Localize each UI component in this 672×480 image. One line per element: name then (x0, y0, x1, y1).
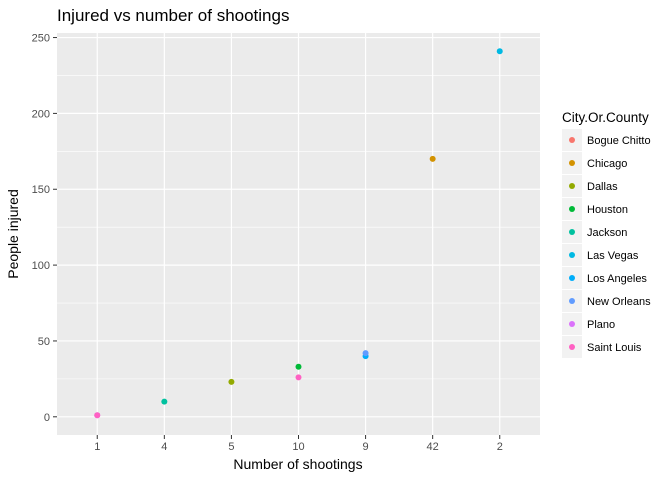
legend-marker (569, 160, 575, 166)
x-tick-label: 9 (363, 441, 369, 453)
legend-item: New Orleans (562, 290, 651, 312)
data-points (94, 48, 503, 419)
legend-item: Chicago (562, 152, 627, 174)
data-point (496, 48, 503, 55)
legend-marker (569, 206, 575, 212)
legend-item: Dallas (562, 175, 618, 197)
data-point (161, 398, 168, 405)
legend-item: Saint Louis (562, 336, 642, 358)
legend-label: Los Angeles (587, 273, 647, 285)
legend-label: Chicago (587, 158, 627, 170)
x-axis-title: Number of shootings (233, 456, 362, 472)
legend-marker (569, 275, 575, 281)
x-tick-label: 2 (497, 441, 503, 453)
legend-marker (569, 137, 575, 143)
x-tick-label: 42 (427, 441, 439, 453)
legend-label: Houston (587, 204, 628, 216)
data-point (362, 350, 369, 357)
legend-label: New Orleans (587, 296, 651, 308)
data-point (94, 412, 101, 419)
legend-marker (569, 321, 575, 327)
legend-item: Plano (562, 313, 615, 335)
y-axis-title: People injured (5, 189, 21, 279)
y-axis: 0 50 100 150 200 250 (32, 33, 57, 424)
x-tick-label: 10 (292, 441, 304, 453)
major-gridlines (57, 33, 540, 435)
y-tick-label: 250 (32, 33, 50, 45)
x-tick-label: 5 (228, 441, 234, 453)
legend-marker (569, 344, 575, 350)
y-tick-label: 200 (32, 108, 50, 120)
legend-marker (569, 183, 575, 189)
y-tick-label: 150 (32, 184, 50, 196)
legend-label: Bogue Chitto (587, 135, 651, 147)
y-tick-label: 50 (38, 336, 50, 348)
chart-title: Injured vs number of shootings (57, 6, 289, 25)
data-point (295, 363, 302, 370)
legend-label: Plano (587, 319, 615, 331)
legend-item: Houston (562, 198, 628, 220)
legend-item: Jackson (562, 221, 627, 243)
legend-marker (569, 298, 575, 304)
legend-label: Saint Louis (587, 342, 642, 354)
x-axis: 1 4 5 10 9 42 2 (94, 435, 503, 453)
legend: City.Or.County Bogue Chitto Chicago Dallas… (562, 110, 651, 358)
legend-marker (569, 252, 575, 258)
data-point (228, 378, 235, 385)
x-tick-label: 4 (161, 441, 167, 453)
data-point (429, 155, 436, 162)
x-tick-label: 1 (94, 441, 100, 453)
y-tick-label: 0 (44, 412, 50, 424)
legend-marker (569, 229, 575, 235)
data-point (295, 374, 302, 381)
legend-item: Las Vegas (562, 244, 639, 266)
legend-item: Bogue Chitto (562, 129, 651, 151)
legend-item: Los Angeles (562, 267, 647, 289)
legend-label: Jackson (587, 227, 627, 239)
y-tick-label: 100 (32, 260, 50, 272)
legend-title: City.Or.County (562, 110, 649, 125)
legend-label: Las Vegas (587, 250, 639, 262)
legend-label: Dallas (587, 181, 618, 193)
